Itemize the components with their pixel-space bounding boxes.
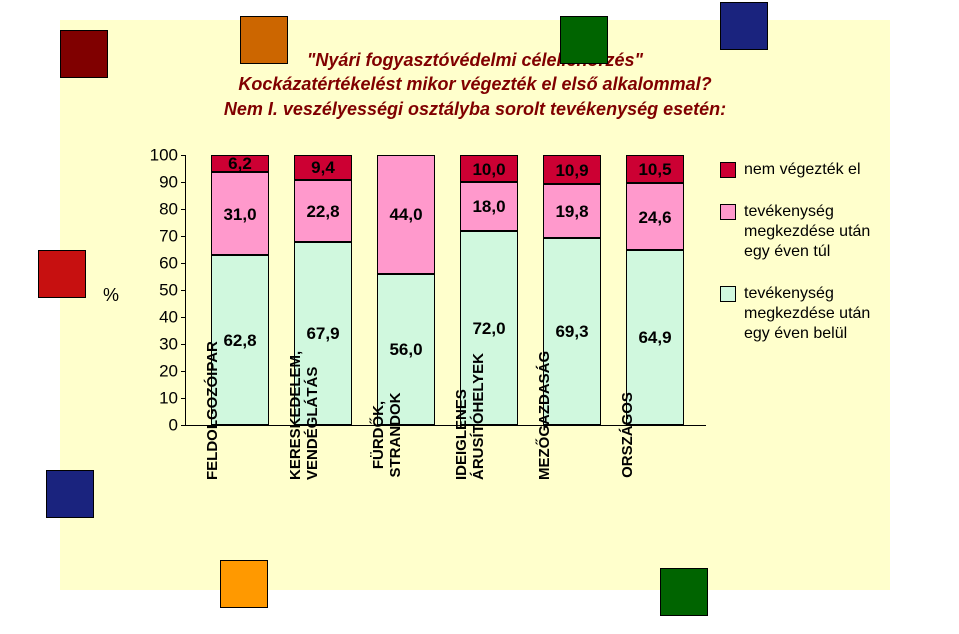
bar-segment-not_done: 10,0 xyxy=(460,155,518,182)
legend-text: tevékenység megkezdése után egy éven túl xyxy=(744,202,878,262)
y-tick xyxy=(181,371,186,372)
legend-swatch xyxy=(720,204,736,220)
y-tick-label: 20 xyxy=(144,363,178,380)
bar-segment-not_done: 9,4 xyxy=(294,155,352,180)
bar-value-label: 64,9 xyxy=(638,328,671,348)
bar-value-label: 72,0 xyxy=(472,319,505,339)
bar-value-label: 18,0 xyxy=(472,197,505,217)
decor-square-3 xyxy=(720,2,768,50)
bar-value-label: 67,9 xyxy=(306,324,339,344)
y-axis-label: % xyxy=(100,285,122,306)
bar-segment-over_year: 44,0 xyxy=(377,155,435,274)
y-tick xyxy=(181,290,186,291)
y-tick xyxy=(181,317,186,318)
decor-square-2 xyxy=(560,16,608,64)
y-tick-label: 10 xyxy=(144,390,178,407)
title-line-2: Kockázatértékelést mikor végezték el els… xyxy=(180,72,770,96)
y-tick xyxy=(181,236,186,237)
decor-square-1 xyxy=(240,16,288,64)
x-axis-label: ORSZÁGOS xyxy=(619,390,636,480)
bar-2: 56,0 44,0 xyxy=(377,155,435,425)
y-tick xyxy=(181,155,186,156)
bar-segment-over_year: 18,0 xyxy=(460,182,518,231)
y-tick xyxy=(181,182,186,183)
y-tick xyxy=(181,398,186,399)
bar-value-label: 10,9 xyxy=(555,161,588,181)
y-tick-label: 70 xyxy=(144,228,178,245)
legend-swatch xyxy=(720,162,736,178)
bar-value-label: 24,6 xyxy=(638,208,671,228)
x-axis-label: MEZŐGAZDASÁG xyxy=(536,390,553,480)
bar-segment-over_year: 31,0 xyxy=(211,172,269,256)
bar-value-label: 44,0 xyxy=(389,205,422,225)
bar-value-label: 62,8 xyxy=(223,331,256,351)
x-axis-label: KERESKEDELEM, VENDÉGLÁTÁS xyxy=(287,390,322,480)
bar-segment-not_done: 10,5 xyxy=(626,155,684,183)
x-axis-label: FÜRDŐK, STRANDOK xyxy=(370,390,405,480)
stacked-bar-chart: % 010203040506070809010062,831,06,267,92… xyxy=(130,155,710,565)
y-tick xyxy=(181,344,186,345)
legend: nem végezték el tevékenység megkezdése ut… xyxy=(720,160,878,366)
bar-5: 64,9 24,6 10,5 xyxy=(626,155,684,425)
y-tick-label: 90 xyxy=(144,174,178,191)
legend-text: tevékenység megkezdése után egy éven bel… xyxy=(744,284,878,344)
y-tick-label: 30 xyxy=(144,336,178,353)
bar-value-label: 56,0 xyxy=(389,340,422,360)
bar-value-label: 9,4 xyxy=(311,158,335,178)
bar-value-label: 19,8 xyxy=(555,202,588,222)
decor-square-0 xyxy=(60,30,108,78)
bar-segment-not_done: 10,9 xyxy=(543,155,601,184)
plot-area: 010203040506070809010062,831,06,267,922,… xyxy=(185,155,706,426)
y-tick-label: 40 xyxy=(144,309,178,326)
bar-segment-over_year: 22,8 xyxy=(294,180,352,242)
y-tick-label: 50 xyxy=(144,282,178,299)
bar-segment-not_done: 6,2 xyxy=(211,155,269,172)
x-axis-label: IDEIGLENES ÁRUSÍTÓHELYEK xyxy=(453,390,488,480)
y-tick xyxy=(181,209,186,210)
decor-square-5 xyxy=(46,470,94,518)
y-tick-label: 0 xyxy=(144,417,178,434)
y-tick-label: 60 xyxy=(144,255,178,272)
legend-item-2: tevékenység megkezdése után egy éven bel… xyxy=(720,284,878,344)
y-tick-label: 80 xyxy=(144,201,178,218)
bar-value-label: 6,2 xyxy=(228,154,252,174)
title-line-3: Nem I. veszélyességi osztályba sorolt te… xyxy=(180,97,770,121)
bar-segment-over_year: 19,8 xyxy=(543,184,601,237)
y-tick xyxy=(181,263,186,264)
decor-square-7 xyxy=(660,568,708,616)
bar-3: 72,0 18,0 10,0 xyxy=(460,155,518,425)
legend-item-0: nem végezték el xyxy=(720,160,878,180)
y-tick-label: 100 xyxy=(144,147,178,164)
decor-square-6 xyxy=(220,560,268,608)
bar-value-label: 10,0 xyxy=(472,160,505,180)
legend-item-1: tevékenység megkezdése után egy éven túl xyxy=(720,202,878,262)
bar-value-label: 22,8 xyxy=(306,202,339,222)
chart-panel: "Nyári fogyasztóvédelmi célellenőrzés" K… xyxy=(60,20,890,590)
legend-text: nem végezték el xyxy=(744,160,861,180)
decor-square-4 xyxy=(38,250,86,298)
bar-value-label: 31,0 xyxy=(223,205,256,225)
legend-swatch xyxy=(720,286,736,302)
x-axis-label: FELDOLGOZÓIPAR xyxy=(204,390,221,480)
bar-value-label: 69,3 xyxy=(555,322,588,342)
y-tick xyxy=(181,425,186,426)
bar-segment-over_year: 24,6 xyxy=(626,183,684,249)
bar-value-label: 10,5 xyxy=(638,160,671,180)
